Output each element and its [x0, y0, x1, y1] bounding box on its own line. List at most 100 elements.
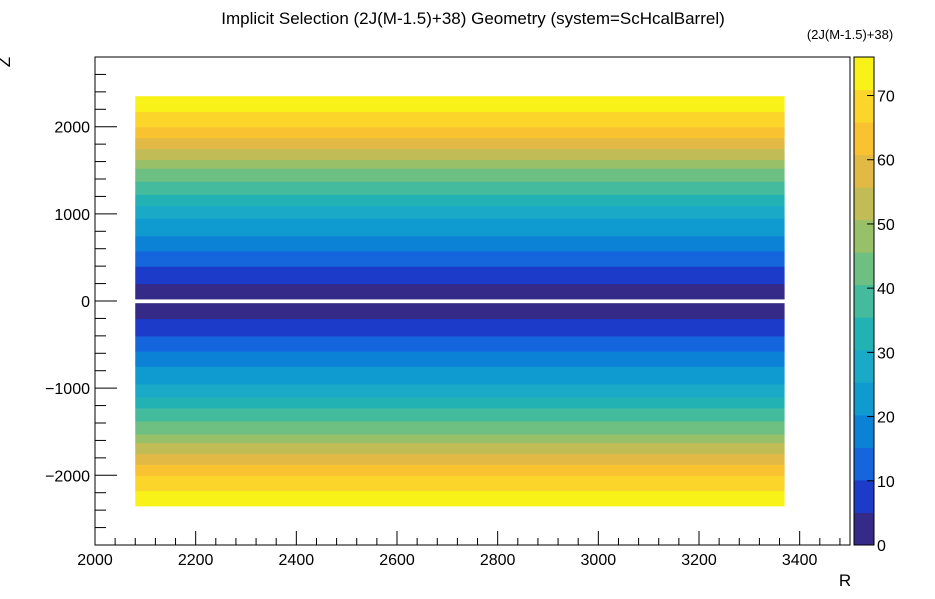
heatmap-band	[135, 492, 785, 496]
colorbar-segment	[854, 219, 874, 253]
heatmap-band	[135, 429, 785, 433]
colorbar-tick-label: 50	[877, 217, 895, 234]
heatmap-band	[135, 170, 785, 174]
heatmap-band	[135, 355, 785, 359]
heatmap-band	[135, 229, 785, 232]
heatmap-band	[135, 466, 785, 470]
heatmap-band	[135, 396, 785, 400]
colorbar: 0 10 20 30 40 50 60 70	[854, 57, 895, 555]
heatmap-band	[135, 462, 785, 465]
heatmap-band	[135, 161, 785, 165]
heatmap-band	[135, 135, 785, 139]
x-tick-label: 2000	[77, 552, 113, 569]
heatmap-band	[135, 436, 785, 439]
heatmap-band	[135, 449, 785, 452]
heatmap-band	[135, 388, 785, 391]
colorbar-segment	[854, 447, 874, 481]
heatmap-band	[135, 311, 785, 315]
heatmap-band	[135, 194, 785, 198]
heatmap-band	[135, 364, 785, 367]
heatmap-band	[135, 381, 785, 385]
heatmap-band	[135, 433, 785, 437]
heatmap-band	[135, 181, 785, 184]
heatmap-band	[135, 473, 785, 476]
heatmap-band	[135, 120, 785, 123]
heatmap-band	[135, 270, 785, 274]
heatmap-band	[135, 446, 785, 450]
heatmap-band	[135, 407, 785, 411]
heatmap-band	[135, 253, 785, 256]
heatmap-band	[135, 240, 785, 243]
heatmap-band	[135, 370, 785, 374]
y-tick-label: 0	[81, 294, 90, 311]
heatmap-band	[135, 468, 785, 472]
heatmap-band	[135, 390, 785, 394]
heatmap-band	[135, 412, 785, 415]
colorbar-segment	[854, 414, 874, 448]
colorbar-tick-label: 10	[877, 474, 895, 491]
heatmap-band	[135, 455, 785, 459]
heatmap-band	[135, 124, 785, 128]
y-tick-label: −2000	[45, 468, 90, 485]
heatmap-band	[135, 165, 785, 169]
heatmap-band	[135, 209, 785, 213]
heatmap-band	[135, 118, 785, 121]
heatmap-band	[135, 109, 785, 113]
heatmap-band	[135, 261, 785, 265]
heatmap-band	[135, 484, 785, 487]
heatmap-band	[135, 141, 785, 145]
heatmap-band	[135, 281, 785, 285]
heatmap-band	[135, 285, 785, 289]
heatmap-band	[135, 102, 785, 106]
chart-title: Implicit Selection (2J(M-1.5)+38) Geomet…	[221, 9, 725, 28]
heatmap-band	[135, 305, 785, 309]
heatmap-band	[135, 335, 785, 339]
heatmap-band	[135, 183, 785, 187]
heatmap-band	[135, 409, 785, 413]
x-tick-label: 2600	[379, 552, 415, 569]
heatmap-band	[135, 423, 785, 426]
heatmap-band	[135, 287, 785, 291]
heatmap-band	[135, 122, 785, 126]
colorbar-segment	[854, 349, 874, 383]
heatmap-band	[135, 131, 785, 134]
heatmap-band	[135, 320, 785, 324]
heatmap-band	[135, 202, 785, 206]
heatmap-band	[135, 148, 785, 152]
heatmap-band	[135, 353, 785, 357]
heatmap-band	[135, 244, 785, 248]
heatmap-band	[135, 96, 785, 99]
heatmap-band	[135, 481, 785, 485]
heatmap-band	[135, 246, 785, 250]
heatmap-band	[135, 185, 785, 189]
x-tick-label: 3400	[782, 552, 818, 569]
x-tick-label: 2800	[480, 552, 516, 569]
heatmap-band	[135, 168, 785, 171]
heatmap-band	[135, 348, 785, 352]
heatmap-band	[135, 416, 785, 420]
heatmap-band	[135, 196, 785, 200]
heatmap-band	[135, 314, 785, 317]
x-axis-label: R	[839, 571, 851, 590]
heatmap-band	[135, 189, 785, 193]
colorbar-segment	[854, 479, 874, 513]
heatmap-band	[135, 113, 785, 117]
y-tick-label: 2000	[54, 120, 90, 137]
y-axis-label: Z	[0, 57, 14, 67]
heatmap-band	[135, 268, 785, 272]
heatmap-band	[135, 226, 785, 230]
colorbar-segment	[854, 382, 874, 416]
heatmap-band	[135, 272, 785, 276]
heatmap-band	[135, 137, 785, 141]
heatmap-band	[135, 205, 785, 208]
heatmap-band	[135, 222, 785, 226]
heatmap-band	[135, 338, 785, 341]
heatmap-band	[135, 163, 785, 167]
heatmap-band	[135, 128, 785, 132]
heatmap-band	[135, 418, 785, 422]
heatmap-band	[135, 111, 785, 115]
heatmap-band	[135, 233, 785, 237]
heatmap-band	[135, 157, 785, 160]
heatmap-band	[135, 248, 785, 252]
heatmap-band	[135, 274, 785, 278]
